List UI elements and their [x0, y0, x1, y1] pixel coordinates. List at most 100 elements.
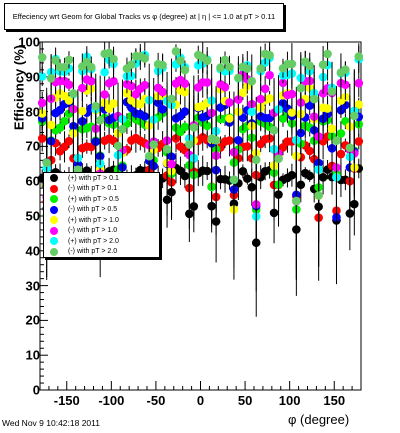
data-point — [345, 209, 355, 218]
data-point — [274, 154, 283, 164]
data-point — [269, 125, 279, 135]
data-point — [287, 59, 297, 69]
data-point — [202, 121, 212, 131]
data-point — [354, 78, 364, 88]
data-point — [323, 104, 332, 113]
data-point — [238, 167, 248, 176]
data-point — [176, 56, 185, 65]
data-point — [234, 135, 243, 145]
data-point — [225, 136, 234, 145]
data-point — [144, 151, 154, 161]
data-point — [78, 106, 87, 116]
data-point — [229, 175, 239, 184]
legend-marker — [50, 226, 58, 235]
data-point — [127, 81, 136, 91]
y-tick-label: 0 — [32, 382, 40, 398]
data-point — [180, 79, 190, 88]
data-point — [354, 137, 364, 146]
data-point — [243, 174, 252, 183]
data-point — [234, 73, 243, 83]
legend: (+) with pT > 0.1 (-) with pT > 0.1 (+) wi… — [43, 172, 160, 258]
data-point — [171, 47, 181, 56]
data-point — [55, 123, 65, 132]
data-point — [158, 105, 167, 114]
data-point — [278, 143, 288, 152]
data-point — [220, 55, 230, 65]
legend-entry: (-) with pT > 0.5 — [44, 205, 159, 216]
data-point — [292, 196, 301, 206]
data-point — [167, 94, 176, 104]
legend-entry: (+) with pT > 0.5 — [44, 194, 159, 205]
x-tick-label: 100 — [278, 393, 301, 408]
data-point — [260, 84, 270, 94]
data-point — [251, 155, 261, 165]
data-point — [305, 146, 315, 156]
data-point — [86, 76, 96, 86]
y-tick-label: 100 — [18, 34, 40, 50]
legend-entry: (+) with pT > 1.0 — [44, 215, 159, 226]
data-point — [318, 60, 328, 69]
data-point — [332, 136, 341, 145]
data-point — [55, 105, 65, 115]
data-point — [37, 53, 47, 62]
data-point — [341, 65, 350, 74]
data-point — [60, 116, 69, 126]
data-point — [256, 64, 265, 73]
data-point — [323, 49, 332, 59]
data-point — [51, 56, 60, 65]
y-tick-label: 40 — [25, 243, 40, 259]
data-point — [140, 80, 150, 90]
y-tick-label: 20 — [25, 312, 40, 328]
data-point — [42, 158, 51, 167]
data-point — [64, 96, 74, 105]
x-tick-label: -100 — [98, 393, 125, 408]
data-point — [309, 94, 319, 104]
legend-entry: (-) with pT > 0.1 — [44, 184, 159, 195]
data-point — [46, 120, 56, 130]
data-point — [104, 48, 114, 58]
data-point — [118, 124, 127, 134]
data-point — [256, 94, 265, 104]
legend-marker — [50, 195, 58, 204]
data-point — [220, 82, 230, 92]
data-point — [265, 50, 274, 60]
data-point — [113, 141, 123, 151]
legend-label: (+) with pT > 2.0 — [68, 237, 119, 245]
legend-label: (+) with pT > 1.0 — [68, 216, 119, 224]
data-point — [180, 65, 190, 75]
data-point — [73, 165, 83, 174]
data-point — [243, 142, 252, 151]
x-tick-label: 50 — [237, 393, 253, 408]
data-point — [91, 101, 101, 111]
data-point — [296, 180, 306, 190]
data-point — [167, 159, 176, 169]
data-point — [185, 140, 194, 149]
x-tick-label: 0 — [196, 393, 205, 408]
data-point — [327, 124, 337, 133]
y-tick-label: 90 — [25, 69, 40, 85]
data-point — [46, 73, 56, 83]
data-point — [100, 90, 109, 99]
legend-marker — [50, 237, 58, 246]
data-point — [211, 135, 221, 145]
data-point — [202, 78, 212, 87]
x-tick-label: -150 — [53, 393, 80, 408]
data-point — [140, 112, 150, 121]
data-point — [109, 99, 118, 108]
data-point — [109, 77, 118, 86]
data-point — [202, 56, 212, 66]
data-point — [243, 64, 252, 73]
data-point — [341, 80, 350, 90]
x-axis-title: φ (degree) — [288, 412, 350, 427]
legend-entry: (+) with pT > 2.0 — [44, 236, 159, 247]
data-point — [158, 60, 167, 70]
data-point — [238, 88, 248, 98]
data-point — [64, 55, 74, 65]
data-point — [37, 98, 47, 108]
data-point — [69, 89, 78, 98]
data-point — [37, 72, 47, 81]
date-stamp: Wed Nov 9 10:42:18 2011 — [2, 418, 100, 428]
y-tick-label: 50 — [25, 208, 40, 224]
legend-label: (-) with pT > 0.1 — [68, 185, 118, 193]
data-point — [64, 80, 74, 89]
